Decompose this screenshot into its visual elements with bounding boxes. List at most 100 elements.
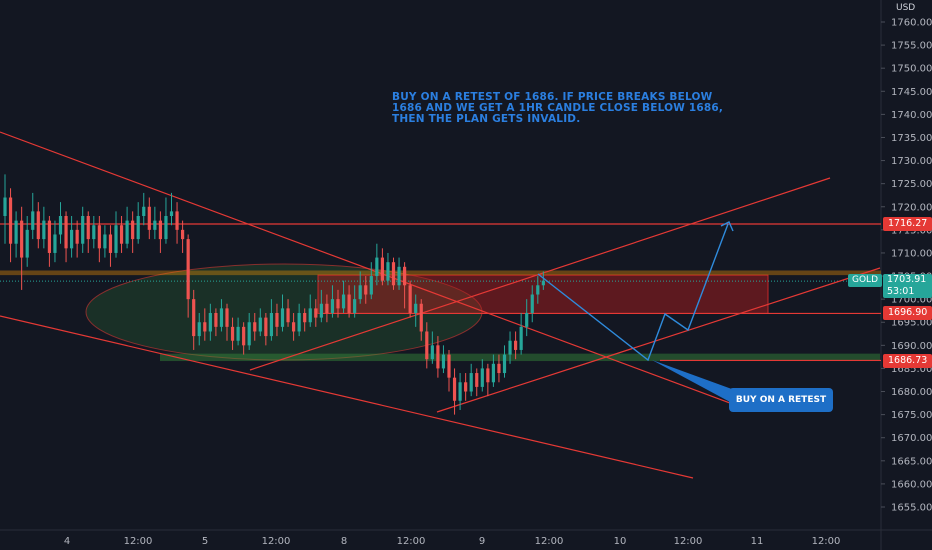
candle-body — [70, 229, 74, 249]
candle-body — [253, 322, 257, 332]
x-tick-label: 12:00 — [535, 536, 564, 547]
x-tick-label: 12:00 — [397, 536, 426, 547]
candle-body — [341, 294, 346, 309]
candle-body — [225, 308, 229, 327]
level-tag-1716: 1716.27 — [883, 217, 932, 231]
candle-body — [358, 285, 362, 300]
level-tag-1686: 1686.73 — [883, 354, 932, 368]
candle-body — [430, 345, 434, 360]
candle-body — [308, 308, 312, 323]
candle-body — [175, 211, 179, 230]
candle-body — [3, 197, 7, 216]
candle-body — [181, 229, 185, 240]
projected-price-path — [537, 223, 729, 362]
buy-retest-callout: BUY ON A RETEST — [729, 388, 833, 412]
y-tick-label: 1670.00 — [891, 433, 932, 444]
candle-body — [475, 373, 479, 387]
candle-body — [325, 303, 329, 313]
x-tick-label: 12:00 — [124, 536, 153, 547]
candle-body — [8, 197, 13, 244]
candle-body — [486, 368, 490, 383]
candle-body — [97, 225, 101, 249]
candle-body — [380, 257, 384, 281]
candle-body — [131, 220, 135, 240]
y-tick-label: 1690.00 — [891, 341, 932, 352]
candle-body — [258, 317, 262, 332]
currency-label: USD — [896, 3, 916, 13]
y-tick-label: 1725.00 — [891, 179, 932, 190]
candle-body — [519, 326, 523, 350]
x-tick-label: 4 — [64, 536, 70, 547]
candle-body — [192, 299, 196, 337]
candle-body — [114, 225, 118, 253]
candle-body — [242, 326, 246, 346]
candle-body — [236, 326, 240, 341]
candle-body — [92, 225, 96, 240]
candle-body — [369, 276, 373, 295]
candle-body — [164, 216, 168, 240]
candle-body — [541, 280, 545, 286]
candle-body — [508, 340, 512, 355]
candle-body — [447, 354, 451, 378]
y-tick-label: 1745.00 — [891, 87, 932, 98]
bar-countdown: 53:01 — [887, 286, 915, 297]
level-tag-1696: 1696.90 — [883, 306, 932, 320]
candle-body — [86, 216, 90, 240]
candle-body — [108, 234, 113, 253]
candle-body — [119, 225, 124, 244]
x-tick-label: 12:00 — [812, 536, 841, 547]
candle-body — [441, 354, 446, 369]
candle-body — [403, 266, 407, 286]
candle-body — [25, 229, 29, 258]
candle-body — [414, 303, 418, 313]
candle-body — [364, 285, 368, 295]
candle-body — [75, 229, 79, 244]
candle-body — [158, 220, 162, 240]
y-tick-label: 1755.00 — [891, 41, 932, 52]
candle-body — [514, 340, 518, 350]
candle-body — [419, 303, 423, 332]
candle-body — [536, 285, 540, 295]
y-tick-label: 1750.00 — [891, 64, 932, 75]
symbol-badge: GOLD — [848, 274, 883, 287]
candle-body — [469, 373, 473, 392]
x-tick-label: 9 — [479, 536, 485, 547]
y-tick-label: 1760.00 — [891, 18, 932, 29]
y-tick-label: 1720.00 — [891, 202, 932, 213]
candle-body — [319, 303, 323, 318]
descending-trendline-upper — [0, 131, 731, 404]
y-tick-label: 1675.00 — [891, 410, 932, 421]
candle-body — [458, 382, 462, 401]
candle-body — [330, 299, 335, 313]
candle-body — [247, 322, 251, 346]
candle-body — [386, 262, 390, 281]
candle-body — [36, 211, 40, 240]
candle-body — [375, 257, 379, 277]
candle-body — [408, 285, 412, 313]
candle-body — [297, 313, 301, 332]
y-tick-label: 1665.00 — [891, 456, 932, 467]
candle-body — [292, 322, 296, 332]
candle-body — [436, 345, 440, 369]
candle-body — [525, 313, 529, 327]
candle-body — [197, 322, 201, 337]
y-tick-label: 1700.00 — [891, 295, 932, 306]
descending-trendline-lower — [0, 315, 694, 479]
candle-body — [20, 220, 24, 258]
x-tick-label: 5 — [202, 536, 208, 547]
candle-body — [186, 239, 190, 300]
last-price-value: 1703.91 — [887, 274, 927, 285]
y-tick-label: 1685.00 — [891, 364, 932, 375]
ascending-channel-lower — [436, 267, 881, 413]
y-tick-label: 1730.00 — [891, 156, 932, 167]
candle-body — [353, 299, 357, 313]
resistance-band — [0, 270, 881, 276]
last-price-tag: 1703.91 53:01 — [883, 274, 932, 298]
candle-body — [14, 220, 18, 244]
candle-body — [230, 326, 235, 341]
candle-body — [64, 216, 68, 249]
x-tick-label: 12:00 — [674, 536, 703, 547]
candle-body — [464, 382, 468, 392]
projected-path-arrowhead — [720, 221, 734, 232]
